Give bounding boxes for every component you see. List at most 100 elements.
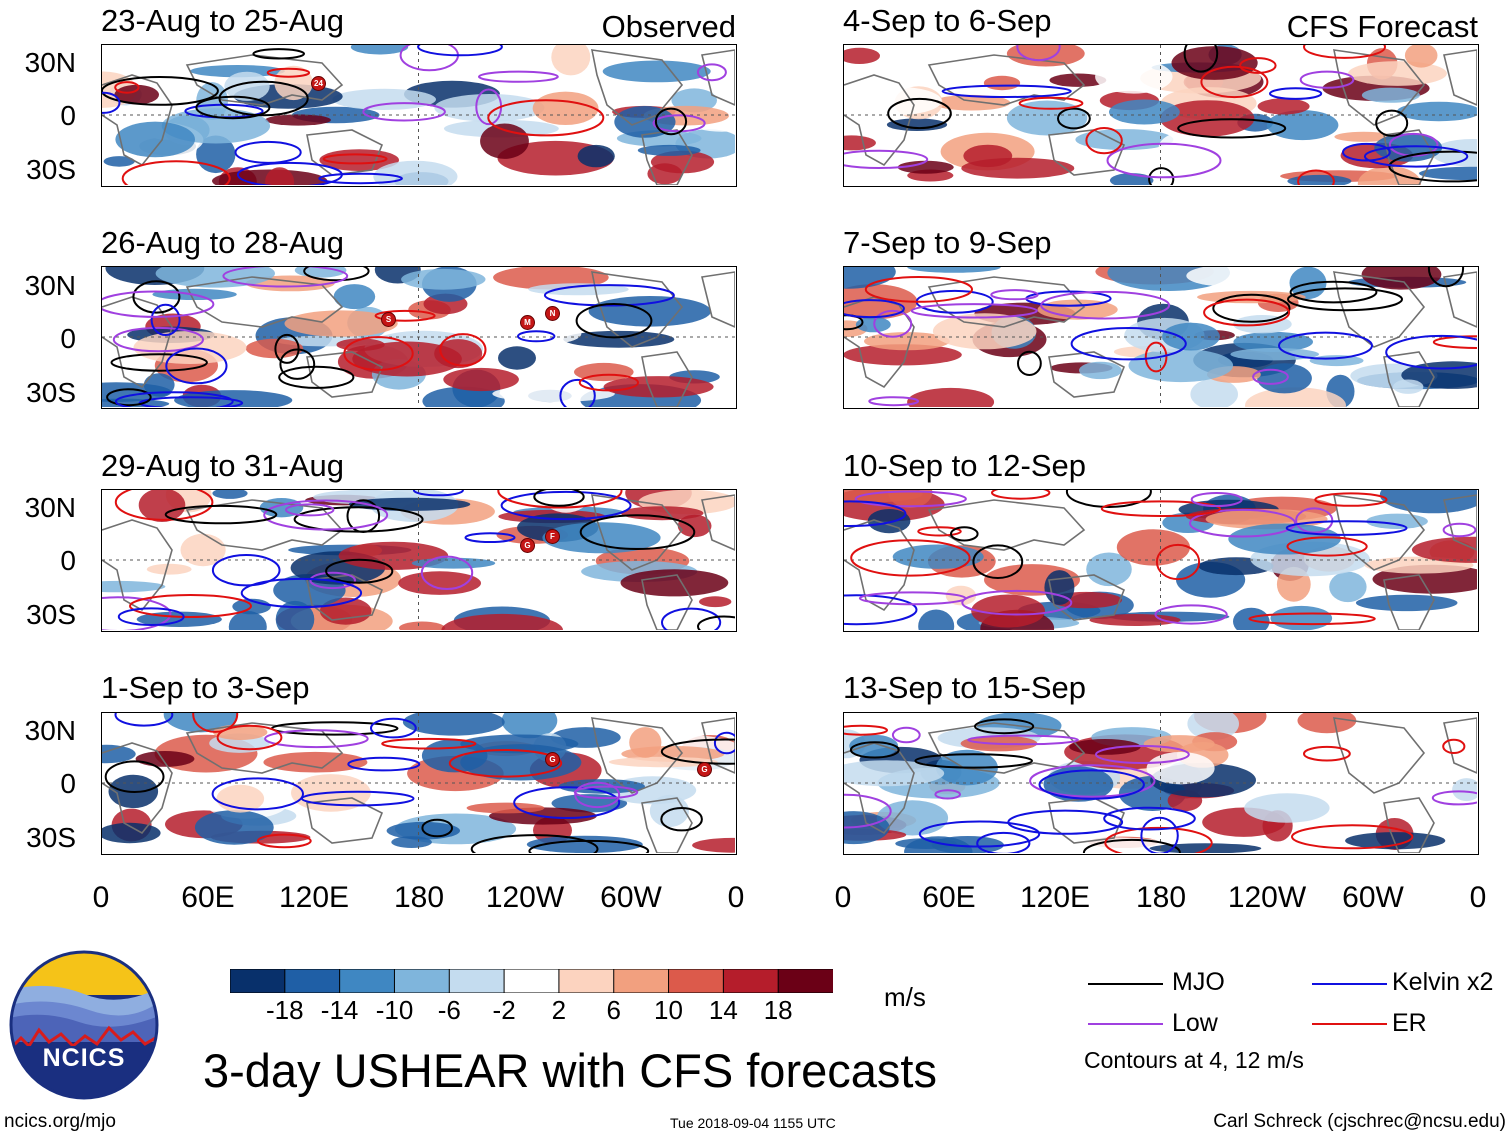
wave-contour	[1016, 45, 1061, 62]
coastline	[1443, 49, 1477, 106]
shear-anomaly-patch	[228, 611, 267, 630]
shear-anomaly-patch	[532, 91, 599, 125]
wave-contour	[417, 45, 503, 57]
shear-anomaly-patch	[263, 751, 368, 773]
panel-title: 29-Aug to 31-Aug	[101, 448, 345, 483]
shear-anomaly-patch	[1069, 739, 1141, 755]
shear-anomaly-patch	[963, 144, 1013, 168]
shear-anomaly-patch	[1309, 355, 1364, 367]
shear-anomaly-patch	[1049, 73, 1107, 87]
shear-anomaly-patch	[212, 490, 248, 499]
coastline	[185, 276, 344, 328]
lon-label: 120E	[1019, 881, 1091, 914]
wave-contour	[696, 63, 727, 82]
wave-contour	[102, 76, 219, 106]
wave-contour	[844, 793, 892, 829]
panel-title: 10-Sep to 12-Sep	[843, 448, 1087, 483]
wave-contour	[1289, 280, 1378, 304]
coastline	[927, 276, 1086, 328]
wave-contour	[1155, 543, 1201, 581]
shear-anomaly-patch	[1393, 379, 1424, 394]
wave-contour	[1040, 290, 1171, 320]
coastline	[927, 722, 1086, 774]
shear-anomaly-patch	[284, 310, 398, 337]
coastline	[641, 351, 693, 407]
legend-low: Low	[1172, 1009, 1218, 1037]
shear-anomaly-patch	[918, 609, 955, 630]
shear-anomaly-patch	[620, 569, 729, 597]
wave-contour	[1018, 96, 1084, 110]
shear-anomaly-patch	[1419, 166, 1477, 181]
wave-contour	[497, 490, 623, 509]
shear-anomaly-patch	[1006, 45, 1085, 67]
wave-contour	[500, 490, 632, 521]
shear-anomaly-patch	[621, 506, 704, 521]
wave-contour	[991, 490, 1051, 500]
shear-anomaly-patch	[692, 837, 735, 853]
shear-anomaly-patch	[115, 121, 195, 158]
wave-contour	[487, 99, 605, 137]
shear-anomaly-patch	[1228, 523, 1341, 555]
wave-contour	[309, 571, 356, 590]
shear-anomaly-patch	[1266, 110, 1339, 141]
wave-contour	[1085, 127, 1123, 155]
lat-label-30n: 30N	[24, 492, 76, 523]
wave-contour	[165, 347, 228, 385]
storm-marker: N	[545, 306, 560, 321]
coastline	[701, 717, 735, 774]
wave-contour	[285, 503, 335, 517]
shear-anomaly-patch	[867, 509, 911, 534]
shear-anomaly-patch	[603, 376, 714, 398]
wave-contour	[240, 577, 363, 609]
coastline	[185, 722, 344, 774]
shear-anomaly-patch	[1149, 843, 1262, 853]
low-line-swatch	[1088, 1023, 1163, 1025]
wave-contour	[850, 539, 971, 577]
lon-label: 180	[1135, 881, 1187, 914]
panel-title: 4-Sep to 6-Sep	[843, 3, 1052, 38]
coastline	[641, 129, 693, 185]
wave-contour	[967, 734, 1079, 746]
wave-contour	[117, 607, 185, 626]
coastline	[641, 574, 693, 630]
shear-anomaly-patch	[602, 60, 711, 83]
wave-contour	[470, 834, 599, 853]
shear-anomaly-patch	[844, 811, 890, 845]
coastline	[844, 519, 915, 612]
shear-anomaly-patch	[931, 836, 1004, 853]
wave-contour	[211, 554, 281, 587]
footer-url[interactable]: ncics.org/mjo	[4, 1111, 116, 1132]
wave-contour	[1095, 745, 1190, 764]
coastline	[1443, 494, 1477, 551]
shear-anomaly-patch	[1404, 45, 1438, 68]
wave-contour	[318, 172, 403, 185]
wave-contour	[990, 289, 1039, 301]
shear-anomaly-patch	[1361, 267, 1442, 290]
footer-timestamp: Tue 2018-09-04 1155 UTC	[670, 1115, 836, 1131]
wave-contour	[1144, 341, 1168, 373]
panel-title: 1-Sep to 3-Sep	[101, 670, 310, 705]
shear-field-map	[844, 267, 1477, 407]
wave-contour	[121, 160, 231, 185]
legend-mjo: MJO	[1172, 968, 1225, 996]
wave-contour	[868, 396, 920, 407]
shear-anomaly-patch	[190, 65, 285, 78]
shear-anomaly-patch	[1355, 594, 1458, 612]
map-panel	[843, 266, 1479, 409]
wave-contour	[661, 607, 722, 630]
wave-contour	[654, 107, 688, 136]
shear-anomaly-patch	[1329, 571, 1367, 603]
wave-contour	[1291, 824, 1414, 850]
shear-anomaly-patch	[402, 713, 505, 736]
wave-contour	[1388, 150, 1477, 183]
shear-anomaly-patch	[1146, 752, 1215, 785]
shear-field-map	[844, 490, 1477, 630]
wave-contour	[1189, 508, 1296, 538]
map-panel	[843, 712, 1479, 855]
shear-anomaly-patch	[1270, 605, 1333, 630]
lon-label: 120W	[485, 881, 565, 914]
footer-author: Carl Schreck (cjschrec@ncsu.edu)	[1213, 1111, 1506, 1132]
colorbar-swatch	[284, 968, 341, 994]
colorbar-tick-label: 6	[606, 995, 621, 1025]
